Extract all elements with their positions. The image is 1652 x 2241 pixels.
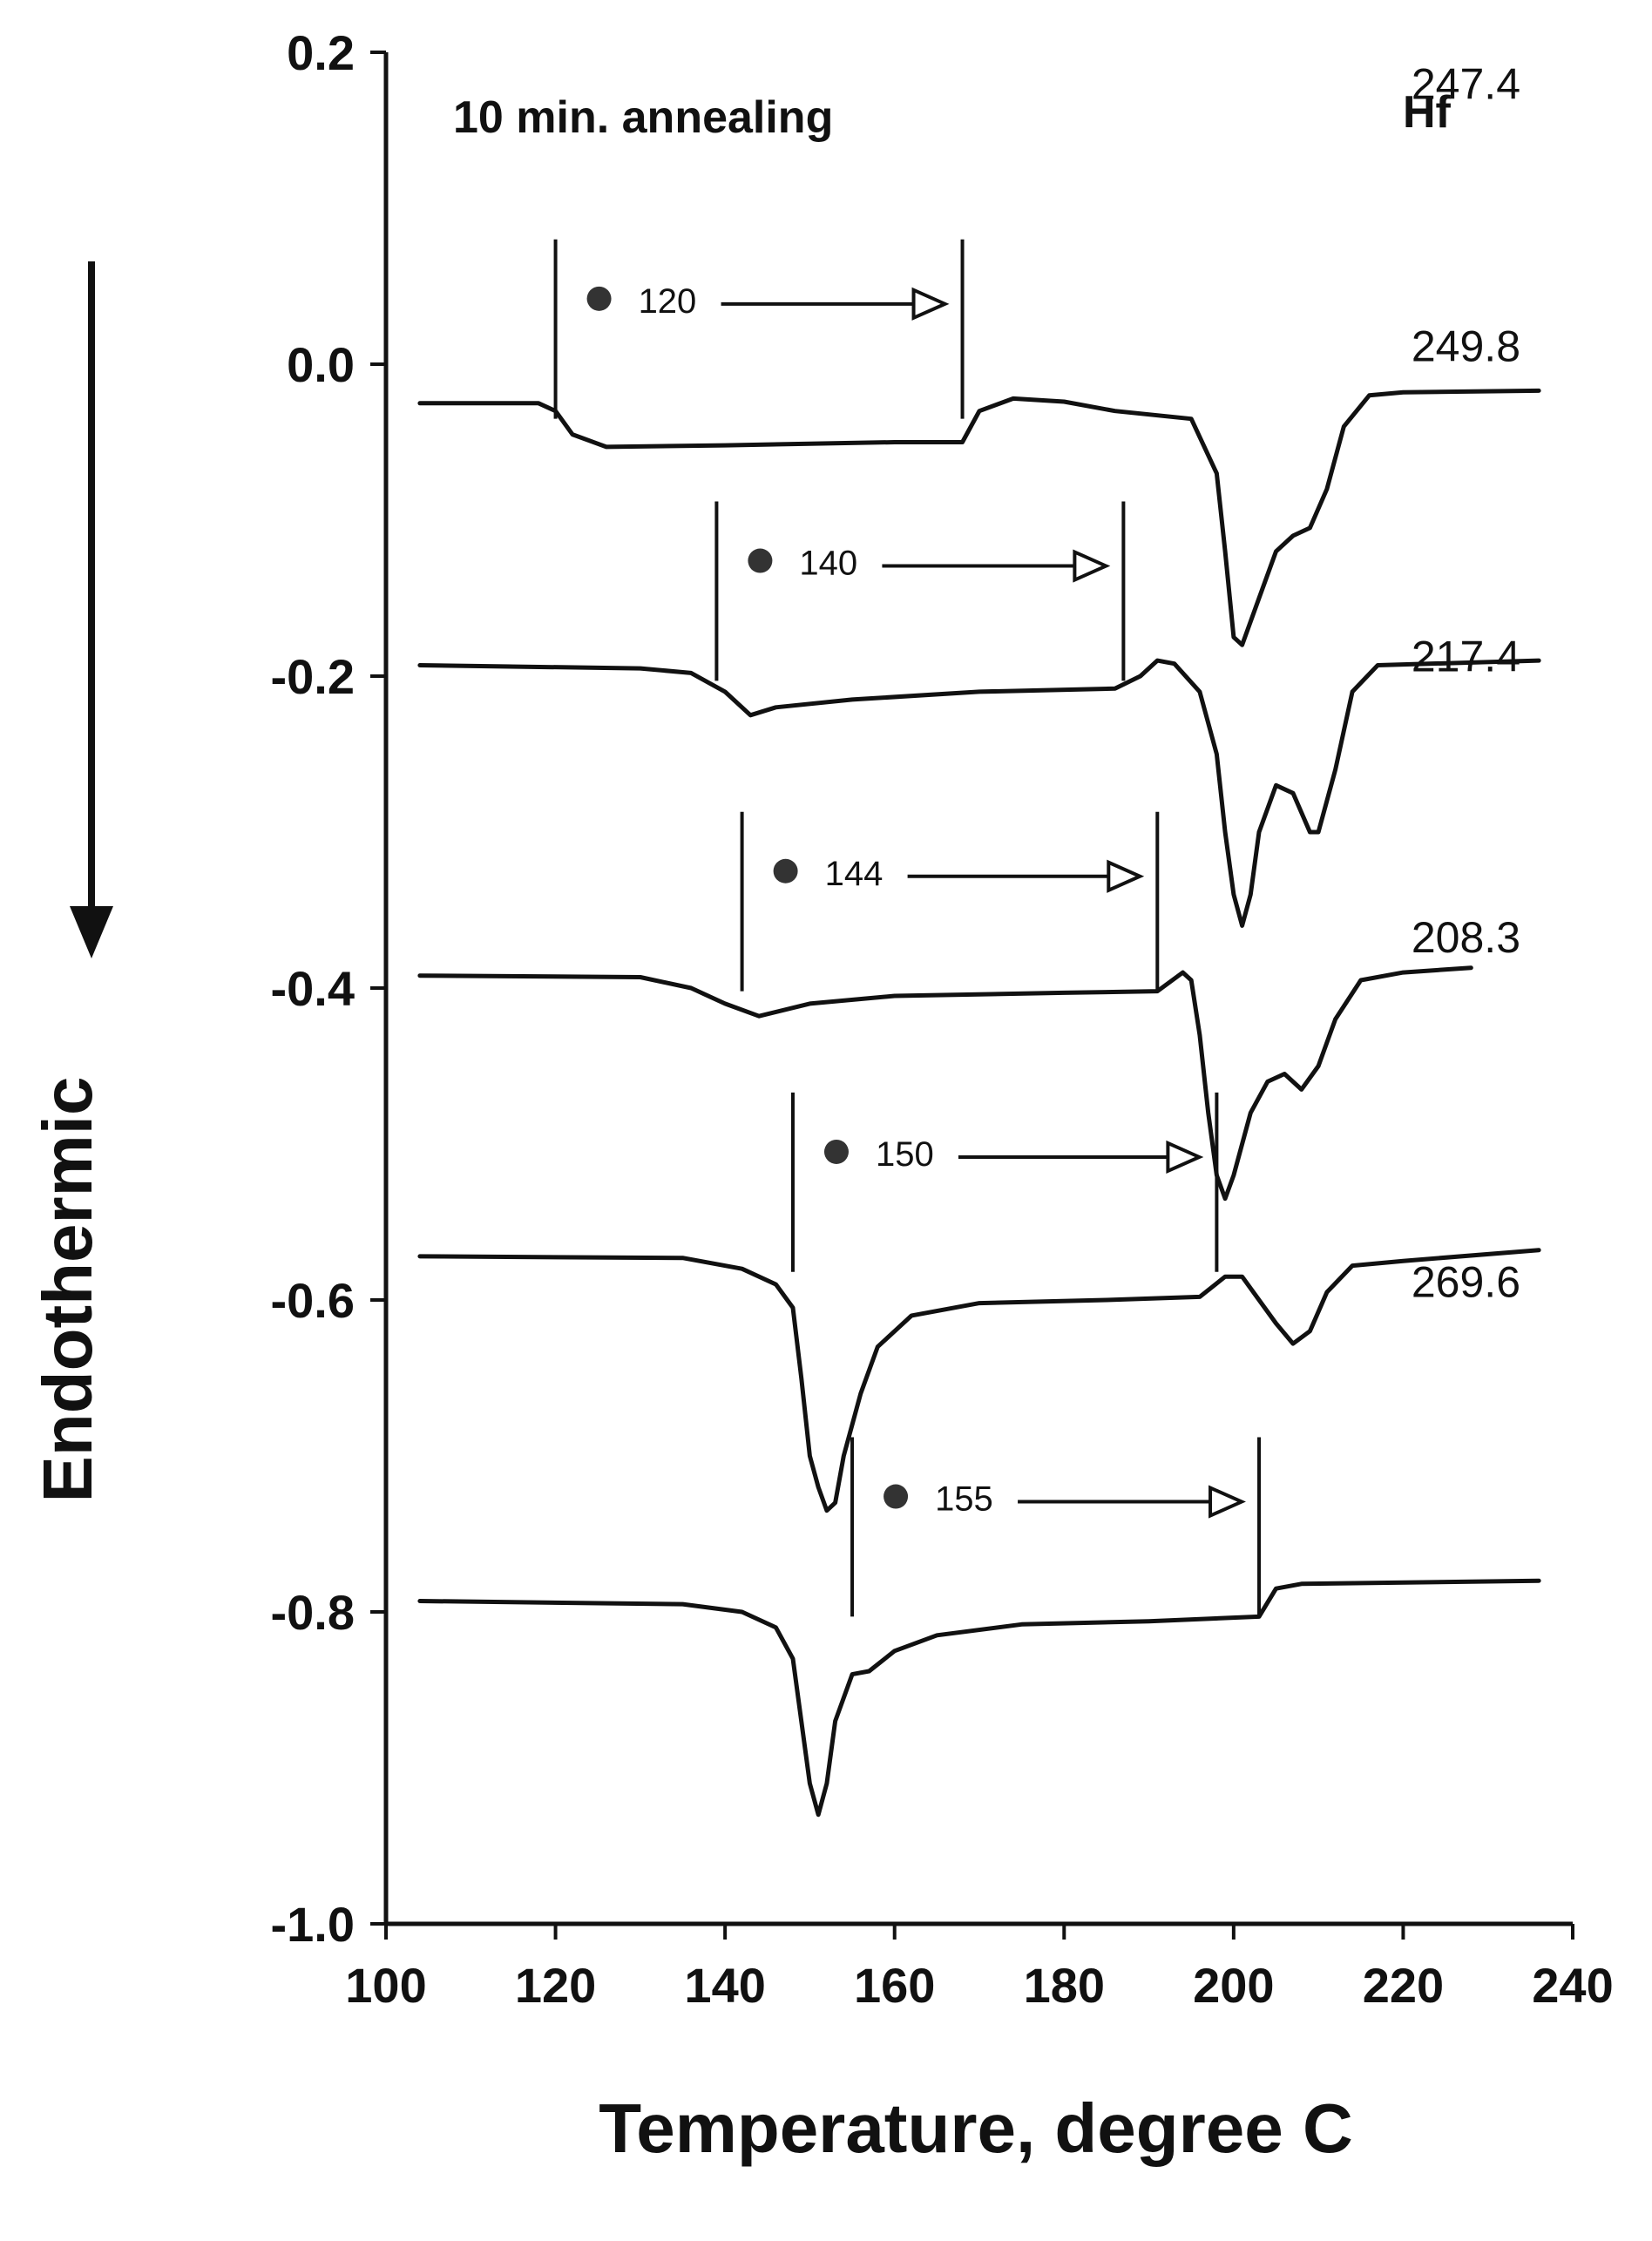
anneal-arrow-head bbox=[911, 287, 950, 321]
endothermic-arrow bbox=[70, 261, 113, 958]
axes: 100 120 140 160 180 200 220 240 0.2 0.0 -0.2 -0.4 -0… bbox=[271, 25, 1614, 2013]
x-tick-label: 180 bbox=[1024, 1958, 1105, 2013]
y-tick-label: -1.0 bbox=[271, 1897, 355, 1952]
dsc-curve-140 bbox=[417, 658, 1541, 928]
anneal-temp-label: 155 bbox=[935, 1480, 993, 1519]
x-tick-label: 240 bbox=[1532, 1958, 1613, 2013]
x-tick-label: 100 bbox=[345, 1958, 426, 2013]
anneal-temp-label: 150 bbox=[876, 1135, 934, 1174]
anneal-arrow-head bbox=[1209, 1485, 1246, 1519]
dsc-curve-150 bbox=[417, 1248, 1541, 1513]
series-layer bbox=[417, 388, 1541, 1818]
x-tick-label: 140 bbox=[684, 1958, 765, 2013]
y-tick-label: -0.2 bbox=[271, 649, 355, 704]
hf-value: 217.4 bbox=[1412, 633, 1520, 681]
anneal-arrow-head bbox=[1107, 859, 1145, 893]
hf-value: 208.3 bbox=[1412, 913, 1520, 962]
x-tick-label: 120 bbox=[515, 1958, 596, 2013]
anneal-temp-label: 144 bbox=[825, 855, 884, 893]
dsc-curve-120 bbox=[417, 388, 1541, 647]
anneal-dot bbox=[884, 1484, 909, 1509]
chart-title: 10 min. annealing bbox=[453, 92, 833, 143]
x-axis-title: Temperature, degree C bbox=[599, 2089, 1352, 2167]
y-tick-label: -0.8 bbox=[271, 1585, 355, 1640]
hf-value: 269.6 bbox=[1412, 1257, 1520, 1306]
anneal-dot bbox=[748, 548, 773, 573]
anneal-arrow-head bbox=[1166, 1140, 1204, 1175]
dsc-curve-155 bbox=[417, 1578, 1541, 1818]
x-tick-label: 220 bbox=[1363, 1958, 1444, 2013]
x-tick-label: 160 bbox=[854, 1958, 935, 2013]
x-tick-label: 200 bbox=[1193, 1958, 1274, 2013]
hf-header: Hf bbox=[1403, 87, 1452, 138]
anneal-dot bbox=[823, 1139, 849, 1164]
y-axis-title: Endothermic bbox=[29, 1077, 106, 1503]
hf-value: 249.8 bbox=[1412, 322, 1520, 370]
y-tick-label: -0.6 bbox=[271, 1273, 355, 1328]
annotations: 120 247.4 140 249.8 144 217.4 150 208.3 155 269.6 bbox=[553, 60, 1520, 1617]
anneal-temp-label: 140 bbox=[799, 545, 857, 583]
anneal-dot bbox=[773, 858, 798, 884]
hf-value: 247.4 bbox=[1412, 60, 1520, 109]
anneal-arrow-head bbox=[1073, 549, 1111, 583]
anneal-temp-label: 120 bbox=[639, 282, 697, 321]
dsc-curve-144 bbox=[417, 965, 1473, 1202]
anneal-dot bbox=[586, 286, 612, 311]
y-tick-label: 0.2 bbox=[287, 25, 355, 80]
y-tick-label: -0.4 bbox=[271, 961, 355, 1016]
y-tick-label: 0.0 bbox=[287, 337, 355, 392]
